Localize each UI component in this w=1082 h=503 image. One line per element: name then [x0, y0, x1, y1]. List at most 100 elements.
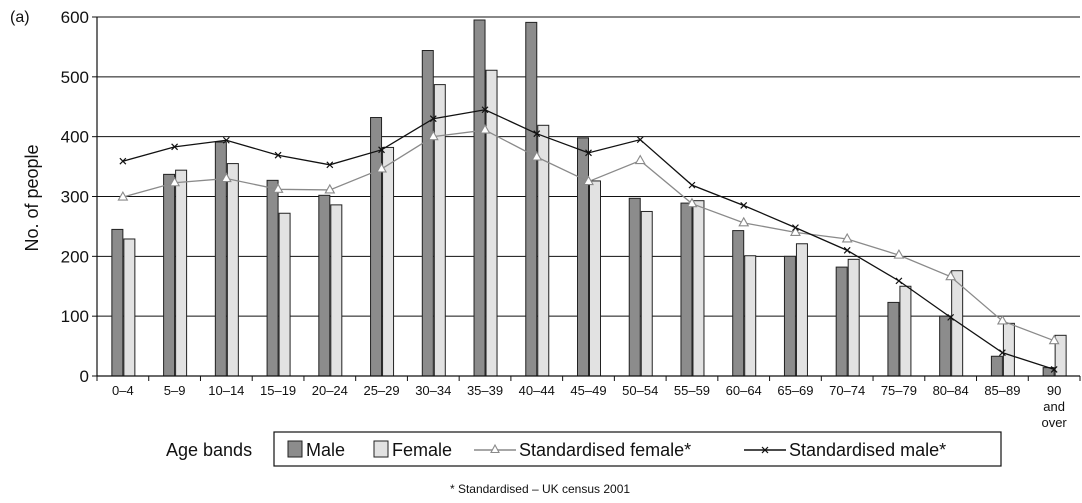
x-tick-label: 35–39 — [467, 383, 503, 398]
bar-male — [783, 255, 796, 377]
bar-male — [525, 21, 538, 377]
point-std-female — [945, 270, 957, 281]
point-std-female — [324, 183, 336, 194]
point-std-female — [376, 162, 387, 173]
legend-label-female: Female — [392, 440, 452, 460]
point-std-female — [996, 314, 1008, 325]
x-tick-label: 30–34 — [415, 383, 451, 398]
bar-female — [951, 270, 964, 377]
y-tick-label: 400 — [61, 128, 89, 147]
point-std-female — [220, 172, 232, 183]
legend-swatch-male — [287, 440, 303, 458]
legend-swatch-female — [373, 440, 389, 458]
x-tick-label: 70–74 — [829, 383, 865, 398]
bar-male — [577, 137, 589, 377]
point-std-female — [117, 190, 129, 201]
point-std-male — [1050, 365, 1058, 373]
legend-marker-std-male — [761, 446, 769, 454]
y-tick-label: 500 — [61, 68, 89, 87]
point-std-female — [583, 175, 594, 186]
bar-female — [433, 84, 446, 377]
bars — [111, 19, 1067, 377]
y-axis-label: No. of people — [22, 144, 42, 251]
point-std-male — [481, 106, 489, 114]
x-tick-label: 50–54 — [622, 383, 658, 398]
bar-female — [382, 146, 395, 377]
bar-female — [330, 204, 343, 377]
point-std-male — [222, 136, 230, 144]
bar-female — [744, 255, 757, 377]
legend-box — [273, 431, 1002, 467]
point-std-male — [688, 181, 696, 189]
point-std-male — [740, 202, 748, 209]
point-std-female — [272, 183, 284, 193]
x-tick-label: 80–84 — [933, 383, 969, 398]
y-tick-label: 600 — [61, 8, 89, 27]
x-tick-label: 75–79 — [881, 383, 917, 398]
bar-male — [939, 315, 952, 377]
x-tick-label: 85–89 — [984, 383, 1020, 398]
point-std-male — [326, 161, 334, 169]
bar-female — [537, 124, 550, 377]
legend-label-std-male: Standardised male* — [789, 440, 946, 460]
x-tick-label: 65–69 — [777, 383, 813, 398]
x-tick-label: 5–9 — [164, 383, 186, 398]
point-std-male — [947, 313, 955, 321]
point-std-male — [636, 136, 644, 144]
x-tick-label: 60–64 — [726, 383, 762, 398]
bar-male — [628, 197, 641, 377]
y-tick-label: 100 — [61, 307, 89, 326]
y-axis-ticks: 0 100 200 300 400 500 600 — [61, 8, 97, 386]
point-std-female — [686, 197, 698, 208]
bar-female — [278, 212, 291, 377]
bar-female — [847, 258, 860, 377]
point-std-male — [792, 224, 799, 232]
bar-male — [887, 301, 900, 377]
point-std-female — [790, 226, 801, 236]
x-tick-label: 25–29 — [363, 383, 399, 398]
point-std-female — [479, 123, 491, 134]
y-tick-label: 200 — [61, 247, 89, 266]
x-axis-ticks: 0–4 5–9 10–14 15–19 20–24 25–29 30–34 35–39 40–4… — [96, 376, 1081, 430]
series-lines — [117, 106, 1060, 373]
bar-female — [226, 163, 239, 377]
point-std-male — [274, 151, 282, 159]
bar-female — [485, 69, 498, 377]
y-tick-label: 300 — [61, 188, 89, 207]
bar-male — [990, 355, 1003, 377]
x-tick-label: 40–44 — [519, 383, 555, 398]
point-std-female — [531, 150, 543, 161]
point-std-male — [119, 157, 127, 165]
panel-label: (a) — [10, 9, 30, 26]
legend-title: Age bands — [166, 440, 252, 460]
point-std-female — [634, 154, 646, 165]
bar-female — [692, 200, 705, 377]
point-std-female — [893, 249, 905, 259]
bar-male — [421, 50, 434, 377]
x-tick-label: 55–59 — [674, 383, 710, 398]
point-std-male — [585, 149, 592, 157]
point-std-female — [169, 176, 181, 187]
x-tick-label: 90 and over — [1041, 383, 1067, 430]
bar-female — [589, 180, 601, 377]
point-std-female — [1048, 334, 1060, 345]
bar-male — [473, 19, 486, 377]
bar-male — [732, 230, 745, 377]
footnote: * Standardised – UK census 2001 — [450, 482, 630, 496]
point-std-female — [427, 130, 439, 141]
bar-female — [640, 210, 653, 377]
bar-male — [163, 173, 176, 377]
bar-male — [370, 117, 383, 377]
legend-label-std-female: Standardised female* — [519, 440, 691, 460]
legend-label-male: Male — [306, 440, 345, 460]
point-std-male — [429, 115, 437, 123]
point-std-male — [378, 146, 385, 154]
bar-female — [795, 243, 808, 377]
point-std-male — [998, 349, 1006, 357]
bar-female — [123, 238, 136, 377]
point-std-male — [843, 246, 851, 254]
legend: Age bands Male Female Standardised femal… — [166, 431, 1002, 467]
y-tick-label: 0 — [80, 367, 89, 386]
bar-male — [111, 228, 124, 377]
point-std-male — [895, 277, 903, 285]
